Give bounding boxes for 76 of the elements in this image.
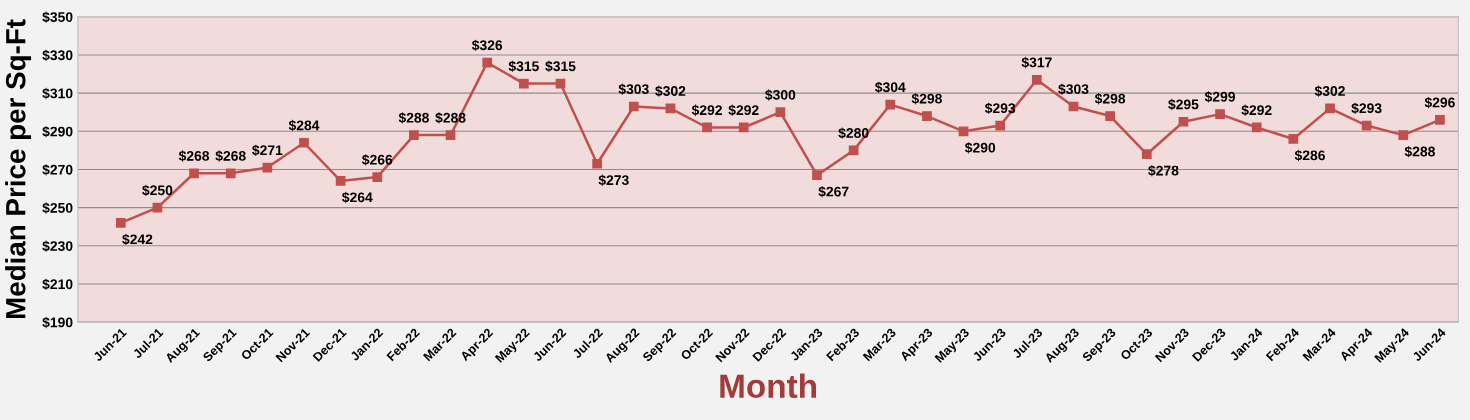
point [775, 107, 786, 118]
y-tick-label: $310 [42, 87, 73, 100]
point [1141, 149, 1152, 160]
data-label: $288 [1404, 145, 1435, 158]
data-label: $299 [1204, 91, 1235, 103]
point [335, 176, 346, 186]
point [1105, 111, 1115, 121]
data-label: $284 [288, 119, 320, 132]
data-label: $303 [618, 83, 649, 95]
y-axis-title: Median Price per Sq-Ft [5, 19, 32, 319]
point [628, 101, 639, 112]
data-label: $298 [1094, 93, 1126, 105]
data-label: $295 [1168, 98, 1199, 111]
point [885, 99, 896, 110]
data-label: $273 [598, 174, 629, 186]
y-tick-label: $230 [42, 240, 73, 252]
data-label: $304 [875, 81, 906, 94]
y-tick-label: $190 [42, 316, 73, 329]
data-label: $302 [1314, 85, 1345, 97]
data-label: $298 [911, 93, 942, 105]
point [1325, 103, 1335, 114]
data-label: $267 [818, 186, 849, 198]
point [445, 130, 456, 140]
data-label: $288 [398, 112, 429, 124]
data-label: $250 [142, 184, 173, 197]
data-label: $300 [765, 89, 796, 101]
y-tick-label: $330 [42, 49, 73, 62]
point [225, 168, 236, 179]
point [1435, 114, 1445, 125]
data-label: $290 [964, 142, 996, 154]
data-label: $264 [342, 191, 373, 204]
y-tick-label: $210 [42, 278, 73, 291]
point [482, 57, 493, 68]
point [1288, 134, 1299, 144]
data-label: $292 [728, 104, 759, 116]
data-label: $315 [508, 60, 539, 73]
point [518, 78, 529, 89]
data-label: $278 [1148, 165, 1179, 177]
data-label: $317 [1021, 56, 1052, 69]
point [1251, 122, 1262, 133]
point [115, 218, 126, 228]
y-tick-label: $270 [42, 164, 73, 176]
point [738, 122, 749, 133]
data-label: $303 [1058, 83, 1089, 95]
point [592, 158, 602, 169]
data-label: $266 [362, 154, 393, 166]
point [702, 122, 712, 133]
point [958, 126, 969, 137]
data-label: $242 [122, 233, 153, 246]
point [812, 170, 822, 181]
data-label: $326 [471, 39, 503, 52]
point [189, 168, 199, 179]
point [1398, 130, 1409, 140]
y-tick-label: $250 [42, 202, 73, 214]
point [409, 130, 419, 140]
data-label: $268 [178, 150, 210, 162]
data-label: $271 [252, 144, 283, 156]
x-axis-title: Month [720, 373, 816, 399]
y-tick-label: $290 [42, 126, 73, 138]
data-label: $293 [1351, 102, 1382, 114]
point [922, 111, 932, 121]
point [1031, 74, 1042, 85]
point [1215, 109, 1225, 119]
data-label: $315 [545, 60, 576, 73]
data-label: $296 [1424, 96, 1455, 109]
point [262, 162, 273, 173]
data-label: $292 [1241, 104, 1272, 116]
y-tick-label: $350 [42, 11, 73, 23]
point [372, 172, 383, 182]
point [1178, 116, 1189, 127]
point [299, 137, 309, 148]
data-label: $286 [1294, 149, 1325, 162]
data-label: $302 [655, 85, 686, 97]
data-label: $268 [215, 150, 246, 162]
data-label: $292 [691, 104, 722, 116]
point [995, 120, 1006, 131]
